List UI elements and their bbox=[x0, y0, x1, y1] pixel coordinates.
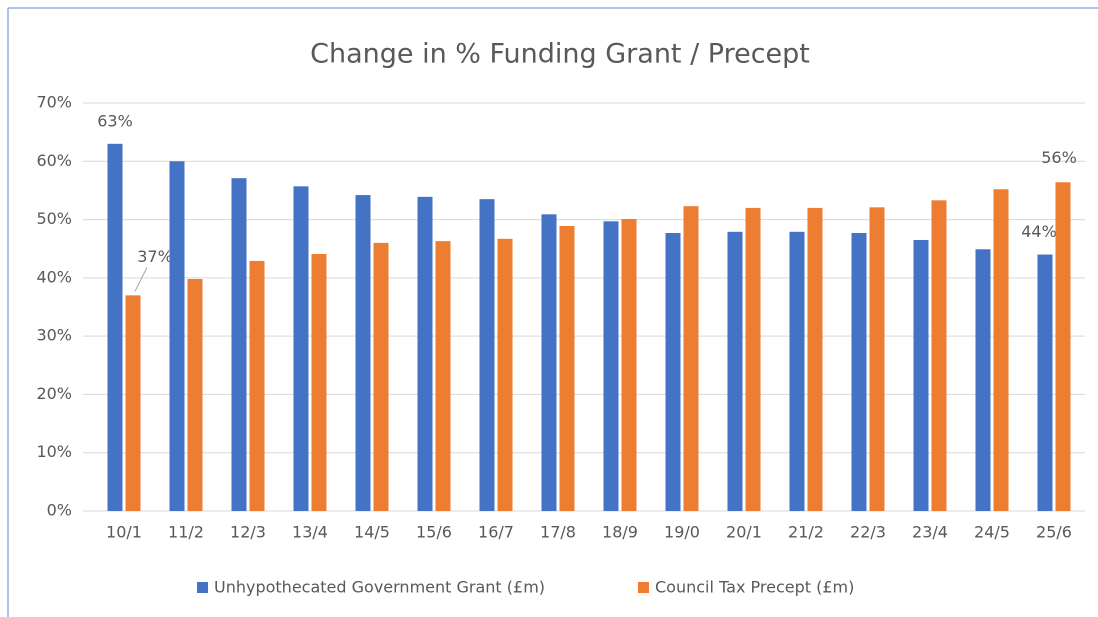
bar bbox=[417, 196, 433, 511]
bar bbox=[107, 143, 123, 512]
y-tick-label: 0% bbox=[47, 501, 72, 520]
bar bbox=[169, 161, 185, 512]
chart-title: Change in % Funding Grant / Precept bbox=[310, 39, 810, 70]
data-label: 63% bbox=[97, 111, 133, 130]
legend-swatch bbox=[197, 582, 208, 593]
data-label: 44% bbox=[1021, 222, 1057, 241]
bar bbox=[745, 207, 761, 511]
data-label: 56% bbox=[1041, 148, 1077, 167]
bar bbox=[541, 214, 557, 511]
x-tick-label: 23/4 bbox=[912, 523, 948, 542]
bar bbox=[311, 253, 327, 511]
bar bbox=[665, 232, 681, 511]
bar bbox=[913, 239, 929, 511]
bar bbox=[621, 218, 637, 511]
bar bbox=[125, 295, 141, 511]
bar bbox=[789, 231, 805, 511]
y-tick-label: 50% bbox=[36, 209, 72, 228]
bar bbox=[869, 207, 885, 511]
y-tick-label: 30% bbox=[36, 326, 72, 345]
y-tick-label: 60% bbox=[36, 151, 72, 170]
bar bbox=[559, 225, 575, 512]
x-tick-label: 10/1 bbox=[106, 523, 142, 542]
data-label: 37% bbox=[137, 247, 173, 266]
bar bbox=[497, 238, 513, 511]
x-tick-label: 12/3 bbox=[230, 523, 266, 542]
bar bbox=[931, 200, 947, 511]
bar bbox=[249, 260, 265, 511]
y-tick-label: 40% bbox=[36, 267, 72, 286]
x-tick-label: 21/2 bbox=[788, 523, 824, 542]
legend-swatch bbox=[638, 582, 649, 593]
bar bbox=[187, 279, 203, 511]
x-tick-label: 25/6 bbox=[1036, 523, 1072, 542]
bar bbox=[373, 242, 389, 511]
x-tick-label: 24/5 bbox=[974, 523, 1010, 542]
legend-label: Council Tax Precept (£m) bbox=[655, 578, 854, 597]
bar bbox=[993, 189, 1009, 511]
bar bbox=[479, 199, 495, 511]
x-tick-label: 19/0 bbox=[664, 523, 700, 542]
bar bbox=[293, 186, 309, 511]
bar bbox=[231, 178, 247, 511]
bar bbox=[1037, 254, 1053, 512]
x-tick-label: 18/9 bbox=[602, 523, 638, 542]
x-tick-label: 14/5 bbox=[354, 523, 390, 542]
bar bbox=[807, 207, 823, 511]
bar bbox=[435, 241, 451, 511]
y-tick-label: 20% bbox=[36, 384, 72, 403]
bar bbox=[1055, 182, 1071, 512]
x-tick-label: 17/8 bbox=[540, 523, 576, 542]
bar bbox=[727, 231, 743, 511]
x-tick-label: 22/3 bbox=[850, 523, 886, 542]
bar bbox=[851, 232, 867, 511]
y-tick-label: 10% bbox=[36, 442, 72, 461]
bar bbox=[683, 206, 699, 511]
y-tick-label: 70% bbox=[36, 93, 72, 112]
x-tick-label: 13/4 bbox=[292, 523, 328, 542]
bar bbox=[975, 249, 991, 511]
legend-label: Unhypothecated Government Grant (£m) bbox=[214, 578, 545, 597]
x-tick-label: 15/6 bbox=[416, 523, 452, 542]
bar bbox=[355, 195, 371, 511]
x-tick-label: 16/7 bbox=[478, 523, 514, 542]
bar bbox=[603, 221, 619, 511]
leader-line bbox=[134, 267, 148, 292]
x-tick-label: 20/1 bbox=[726, 523, 762, 542]
x-tick-label: 11/2 bbox=[168, 523, 204, 542]
